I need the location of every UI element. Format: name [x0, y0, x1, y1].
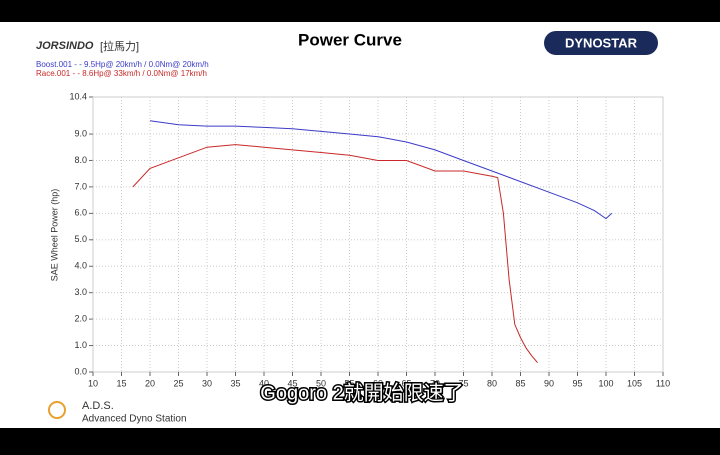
logo-left: JORSINDO: [36, 40, 94, 52]
y-tick-label: 1.0: [74, 340, 87, 350]
x-tick-label: 100: [598, 378, 613, 388]
x-tick-label: 85: [515, 378, 525, 388]
y-tick-label: 7.0: [74, 181, 87, 191]
x-tick-label: 70: [430, 378, 440, 388]
footer-title: A.D.S.: [82, 400, 114, 412]
background: [0, 22, 720, 428]
series-line: [132, 144, 538, 364]
x-tick-label: 35: [230, 378, 240, 388]
y-tick-label: 3.0: [74, 287, 87, 297]
header-label: [拉馬力]: [100, 39, 139, 53]
caption: Gogoro 2就開始限速了: [260, 381, 463, 404]
x-tick-label: 30: [202, 378, 212, 388]
x-tick-label: 75: [458, 378, 468, 388]
x-tick-label: 20: [145, 378, 155, 388]
x-tick-label: 110: [656, 378, 670, 388]
series-line: [149, 120, 613, 220]
x-tick-label: 25: [173, 378, 183, 388]
x-tick-label: 10: [88, 378, 98, 388]
chart-title: Power Curve: [298, 30, 402, 49]
y-tick-label: 4.0: [74, 261, 87, 271]
y-tick-label: 5.0: [74, 234, 87, 244]
y-tick-label: 8.0: [74, 155, 87, 165]
y-tick-label: 6.0: [74, 208, 87, 218]
x-tick-label: 40: [259, 378, 269, 388]
x-tick-label: 105: [627, 378, 642, 388]
x-tick-label: 50: [316, 378, 326, 388]
x-tick-label: 45: [287, 378, 297, 388]
y-tick-label: 0.0: [74, 366, 87, 376]
x-tick-label: 95: [572, 378, 582, 388]
y-axis-label: SAE Wheel Power (hp): [49, 189, 59, 282]
logo-badge: [544, 31, 658, 55]
x-tick-label: 55: [344, 378, 354, 388]
logo-right: DYNOSTAR: [565, 35, 638, 50]
footer-subtitle: Advanced Dyno Station: [82, 414, 187, 425]
x-tick-label: 15: [116, 378, 126, 388]
legend-entry: Boost.001 - - 9.5Hp@ 20km/h / 0.0Nm@ 20k…: [36, 60, 209, 69]
footer-logo: [48, 401, 66, 419]
y-tick-label: 2.0: [74, 313, 87, 323]
legend-entry: Race.001 - - 8.6Hp@ 33km/h / 0.0Nm@ 17km…: [36, 69, 207, 78]
y-tick-label: 10.4: [69, 91, 87, 101]
x-tick-label: 90: [544, 378, 554, 388]
x-tick-label: 60: [373, 378, 383, 388]
x-tick-label: 80: [487, 378, 497, 388]
x-tick-label: 65: [401, 378, 411, 388]
y-tick-label: 9.0: [74, 128, 87, 138]
